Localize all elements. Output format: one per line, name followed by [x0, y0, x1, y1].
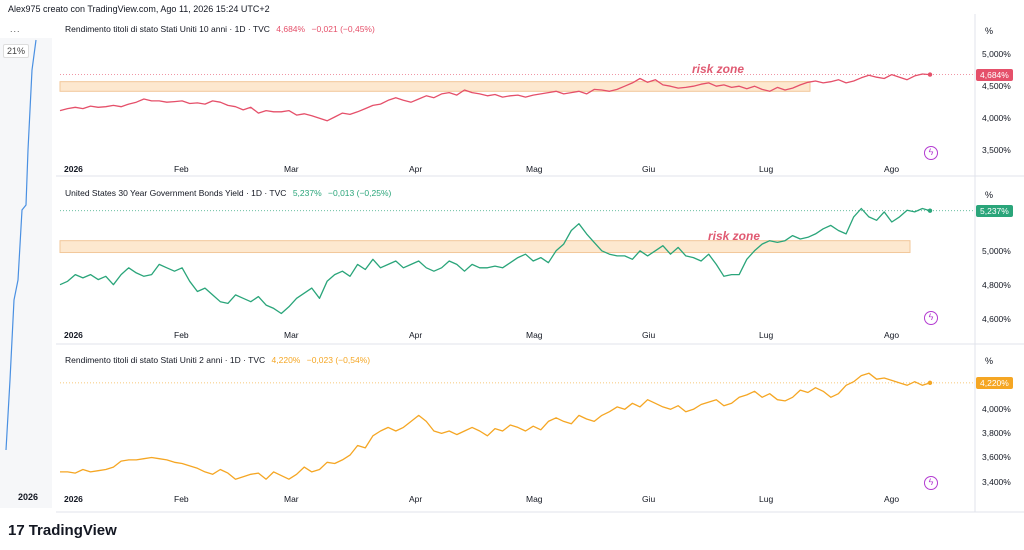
panel2-xtick: Lug [759, 330, 774, 340]
panel3-series-line [60, 372, 931, 480]
left-year-label: 2026 [18, 492, 39, 502]
panel3-bolt-icon[interactable]: ϟ [924, 476, 938, 490]
panel3-unit: % [985, 356, 994, 366]
panel1-xtick: Mar [284, 164, 299, 174]
more-dots[interactable]: ... [10, 24, 21, 34]
panel3-price-tag: 4,220% [976, 376, 1013, 389]
panel2-risk-zone-label: risk zone [708, 229, 761, 243]
panel2-title: United States 30 Year Government Bonds Y… [65, 188, 391, 198]
panel2-ytick: 5,000% [982, 245, 1011, 256]
panel3-xtick: Lug [759, 494, 774, 504]
panel1-ytick: 3,500% [982, 145, 1011, 156]
tradingview-logo-icon: 17 [8, 522, 25, 539]
panel2-risk-zone [59, 240, 911, 254]
panel2-series-line [59, 207, 931, 315]
panel3-last-value: 4,220% [271, 355, 301, 365]
panel1-xtick: Lug [759, 164, 774, 174]
panel1-xtick: Apr [409, 164, 423, 174]
panel1-name: Rendimento titoli di stato Stati Uniti 1… [65, 24, 270, 34]
panel1-unit: % [985, 26, 994, 36]
panel2-xtick: Mag [526, 330, 543, 340]
panel2-ytick: 4,600% [982, 313, 1011, 324]
panel2-last-point [927, 208, 933, 213]
panel1-xtick: 2026 [64, 164, 83, 174]
panel2-xtick: Apr [409, 330, 423, 340]
panel3-xtick: 2026 [64, 494, 83, 504]
panel1-series-line [59, 73, 931, 122]
tradingview-brand[interactable]: 17 TradingView [8, 522, 117, 539]
panel1-ytick: 5,000% [982, 49, 1011, 60]
panel3-name: Rendimento titoli di stato Stati Uniti 2… [65, 355, 266, 365]
panel2-ytick: 4,800% [982, 279, 1011, 290]
panel2-name: United States 30 Year Government Bonds Y… [65, 188, 287, 198]
panel3-title: Rendimento titoli di stato Stati Uniti 2… [65, 355, 370, 365]
panel1-xtick: Feb [174, 164, 189, 174]
panel2-change: −0,013 (−0,25%) [328, 188, 392, 198]
chart-header: Alex975 creato con TradingView.com, Ago … [8, 4, 270, 14]
panel3-ytick: 3,800% [982, 428, 1011, 439]
panel2-bolt-icon[interactable]: ϟ [924, 311, 938, 325]
panel3-xtick: Giu [642, 494, 656, 504]
panel1-price-tag: 4,684% [976, 68, 1013, 81]
panel2-price-tag: 5,237% [976, 204, 1013, 217]
panel1-risk-zone [59, 81, 811, 92]
panel3-ytick: 3,400% [982, 476, 1011, 487]
panel3-xtick: Feb [174, 494, 189, 504]
panel1-last-value: 4,684% [276, 24, 306, 34]
panel3-ytick: 3,600% [982, 452, 1011, 463]
panel2-xtick: Mar [284, 330, 299, 340]
left-percent-badge: 21% [3, 44, 30, 58]
panel1-change: −0,021 (−0,45%) [311, 24, 375, 34]
panel3-xtick: Ago [884, 494, 900, 504]
panel2-xtick: Giu [642, 330, 656, 340]
panel1-bolt-icon[interactable]: ϟ [924, 146, 938, 160]
panel3-ytick: 4,000% [982, 404, 1011, 415]
panel2-last-value: 5,237% [292, 188, 322, 198]
panel1-xtick: Ago [884, 164, 900, 174]
panel1-xtick: Giu [642, 164, 656, 174]
panel1-ytick: 4,000% [982, 113, 1011, 124]
panel1-last-point [927, 72, 933, 77]
left-mini-series [5, 39, 37, 451]
panel1-risk-zone-label: risk zone [692, 62, 745, 76]
panel3-change: −0,023 (−0,54%) [306, 355, 371, 365]
panel3-last-point [927, 380, 933, 386]
panel1-ytick: 4,500% [982, 81, 1011, 92]
panel3-xtick: Mag [526, 494, 543, 504]
panel3-xtick: Mar [284, 494, 299, 504]
panel2-unit: % [985, 190, 994, 200]
panel1-title: Rendimento titoli di stato Stati Uniti 1… [65, 24, 375, 34]
panel1-xtick: Mag [526, 164, 543, 174]
left-mini-chart [0, 38, 52, 508]
panel2-xtick: Feb [174, 330, 189, 340]
panel2-xtick: Ago [884, 330, 900, 340]
brand-name: TradingView [28, 522, 117, 539]
panel2-xtick: 2026 [64, 330, 83, 340]
panel3-xtick: Apr [409, 494, 423, 504]
